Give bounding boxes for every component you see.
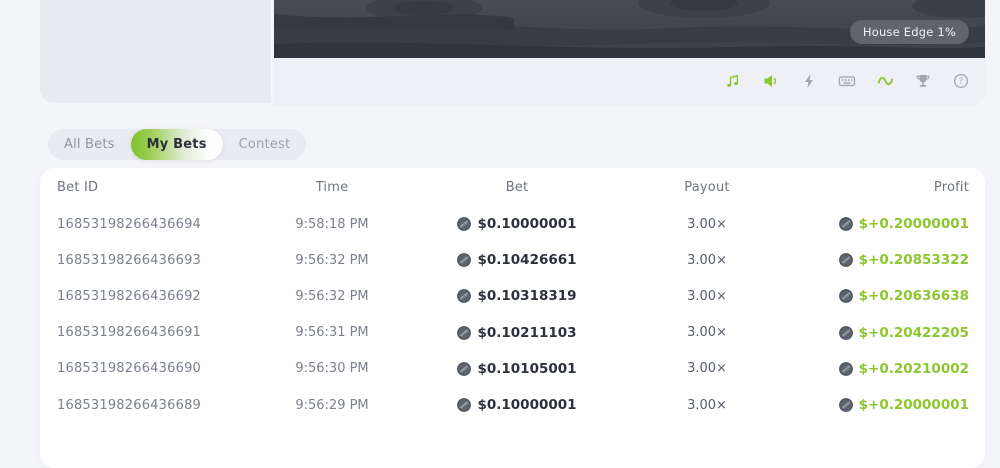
tab-contest[interactable]: Contest [223,129,307,160]
bet-amount-value: $0.10105001 [477,360,577,377]
bet-amount-value: $0.10211103 [477,324,577,341]
profit-amount: $+0.20210002 [838,360,969,377]
game-scene: House Edge 1% [274,0,985,58]
coin-icon [457,217,472,231]
bet-amount: $0.10318319 [457,288,577,305]
profit-amount-value: $+0.20422205 [858,324,969,341]
payout-value: 3.00× [687,252,727,268]
svg-text:?: ? [959,77,964,87]
help-icon[interactable]: ? [952,72,970,90]
lightning-icon[interactable] [800,72,818,90]
bet-controls-panel [40,0,271,103]
bet-amount: $0.10000001 [457,216,577,233]
profit-amount: $+0.20000001 [838,216,969,233]
table-row[interactable]: 16853198266436693 9:56:32 PM $0.10426661… [40,242,985,278]
bet-amount: $0.10211103 [457,324,577,341]
bet-amount-value: $0.10000001 [477,397,577,414]
game-toolbar: ? [274,58,985,103]
tab-my-bets[interactable]: My Bets [130,129,223,160]
column-header-payout: Payout [684,179,730,195]
trophy-icon[interactable] [914,72,932,90]
payout-value: 3.00× [687,216,727,232]
coin-icon [457,398,472,412]
bet-id-value: 16853198266436694 [57,216,202,232]
bet-time-value: 9:56:31 PM [295,325,369,341]
bets-table-rows: 16853198266436694 9:58:18 PM $0.10000001… [40,206,985,423]
coin-icon [838,361,853,376]
profit-amount: $+0.20636638 [838,288,969,305]
column-header-profit: Profit [933,179,969,195]
bets-tab-bar: All Bets My Bets Contest [48,129,307,160]
coin-icon [457,325,472,340]
bet-time-value: 9:58:18 PM [295,216,369,232]
bet-time-value: 9:56:30 PM [295,361,369,377]
bet-amount: $0.10426661 [457,252,577,269]
sound-icon[interactable] [762,72,780,90]
profit-amount-value: $+0.20210002 [858,360,969,377]
column-header-bet-id: Bet ID [57,179,99,195]
profit-amount-value: $+0.20853322 [858,252,969,269]
table-row[interactable]: 16853198266436691 9:56:31 PM $0.10211103… [40,315,985,351]
column-header-bet: Bet [505,179,529,195]
bet-time-value: 9:56:29 PM [295,397,369,413]
bet-time-value: 9:56:32 PM [295,288,369,304]
bet-id-value: 16853198266436689 [57,397,202,413]
table-header-row: Bet ID Time Bet Payout Profit [40,168,985,206]
coin-icon [457,361,472,376]
coin-icon [838,217,853,231]
music-icon[interactable] [724,72,742,90]
table-row[interactable]: 16853198266436690 9:56:30 PM $0.10105001… [40,351,985,387]
profit-amount-value: $+0.20636638 [858,288,969,305]
bet-id-value: 16853198266436692 [57,288,202,304]
payout-value: 3.00× [687,325,727,341]
bet-amount: $0.10000001 [457,397,577,414]
coin-icon [838,289,853,304]
coin-icon [838,253,853,268]
my-bets-table: Bet ID Time Bet Payout Profit 1685319826… [40,168,985,468]
coin-icon [457,253,472,268]
column-header-time: Time [315,179,349,195]
profit-amount: $+0.20000001 [838,397,969,414]
bet-time-value: 9:56:32 PM [295,252,369,268]
profit-amount-value: $+0.20000001 [858,216,969,233]
bet-id-value: 16853198266436693 [57,252,202,268]
coin-icon [838,398,853,412]
bet-id-value: 16853198266436690 [57,361,202,377]
payout-value: 3.00× [687,288,727,304]
table-row[interactable]: 16853198266436689 9:56:29 PM $0.10000001… [40,387,985,423]
tab-all-bets[interactable]: All Bets [48,129,131,160]
profit-amount: $+0.20853322 [838,252,969,269]
bet-amount-value: $0.10426661 [477,252,577,269]
bet-amount: $0.10105001 [457,360,577,377]
page-background: { "game_panel": { "house_edge_badge": "H… [40,0,985,468]
hotkeys-icon[interactable] [838,72,856,90]
payout-value: 3.00× [687,361,727,377]
profit-amount-value: $+0.20000001 [858,397,969,414]
coin-icon [457,289,472,304]
bet-id-value: 16853198266436691 [57,325,202,341]
house-edge-badge: House Edge 1% [849,20,969,44]
bet-amount-value: $0.10000001 [477,216,577,233]
live-stats-icon[interactable] [876,72,894,90]
profit-amount: $+0.20422205 [838,324,969,341]
payout-value: 3.00× [687,397,727,413]
game-card: House Edge 1% [40,0,985,103]
table-row[interactable]: 16853198266436692 9:56:32 PM $0.10318319… [40,278,985,314]
table-row[interactable]: 16853198266436694 9:58:18 PM $0.10000001… [40,206,985,242]
bet-amount-value: $0.10318319 [477,288,577,305]
coin-icon [838,325,853,340]
